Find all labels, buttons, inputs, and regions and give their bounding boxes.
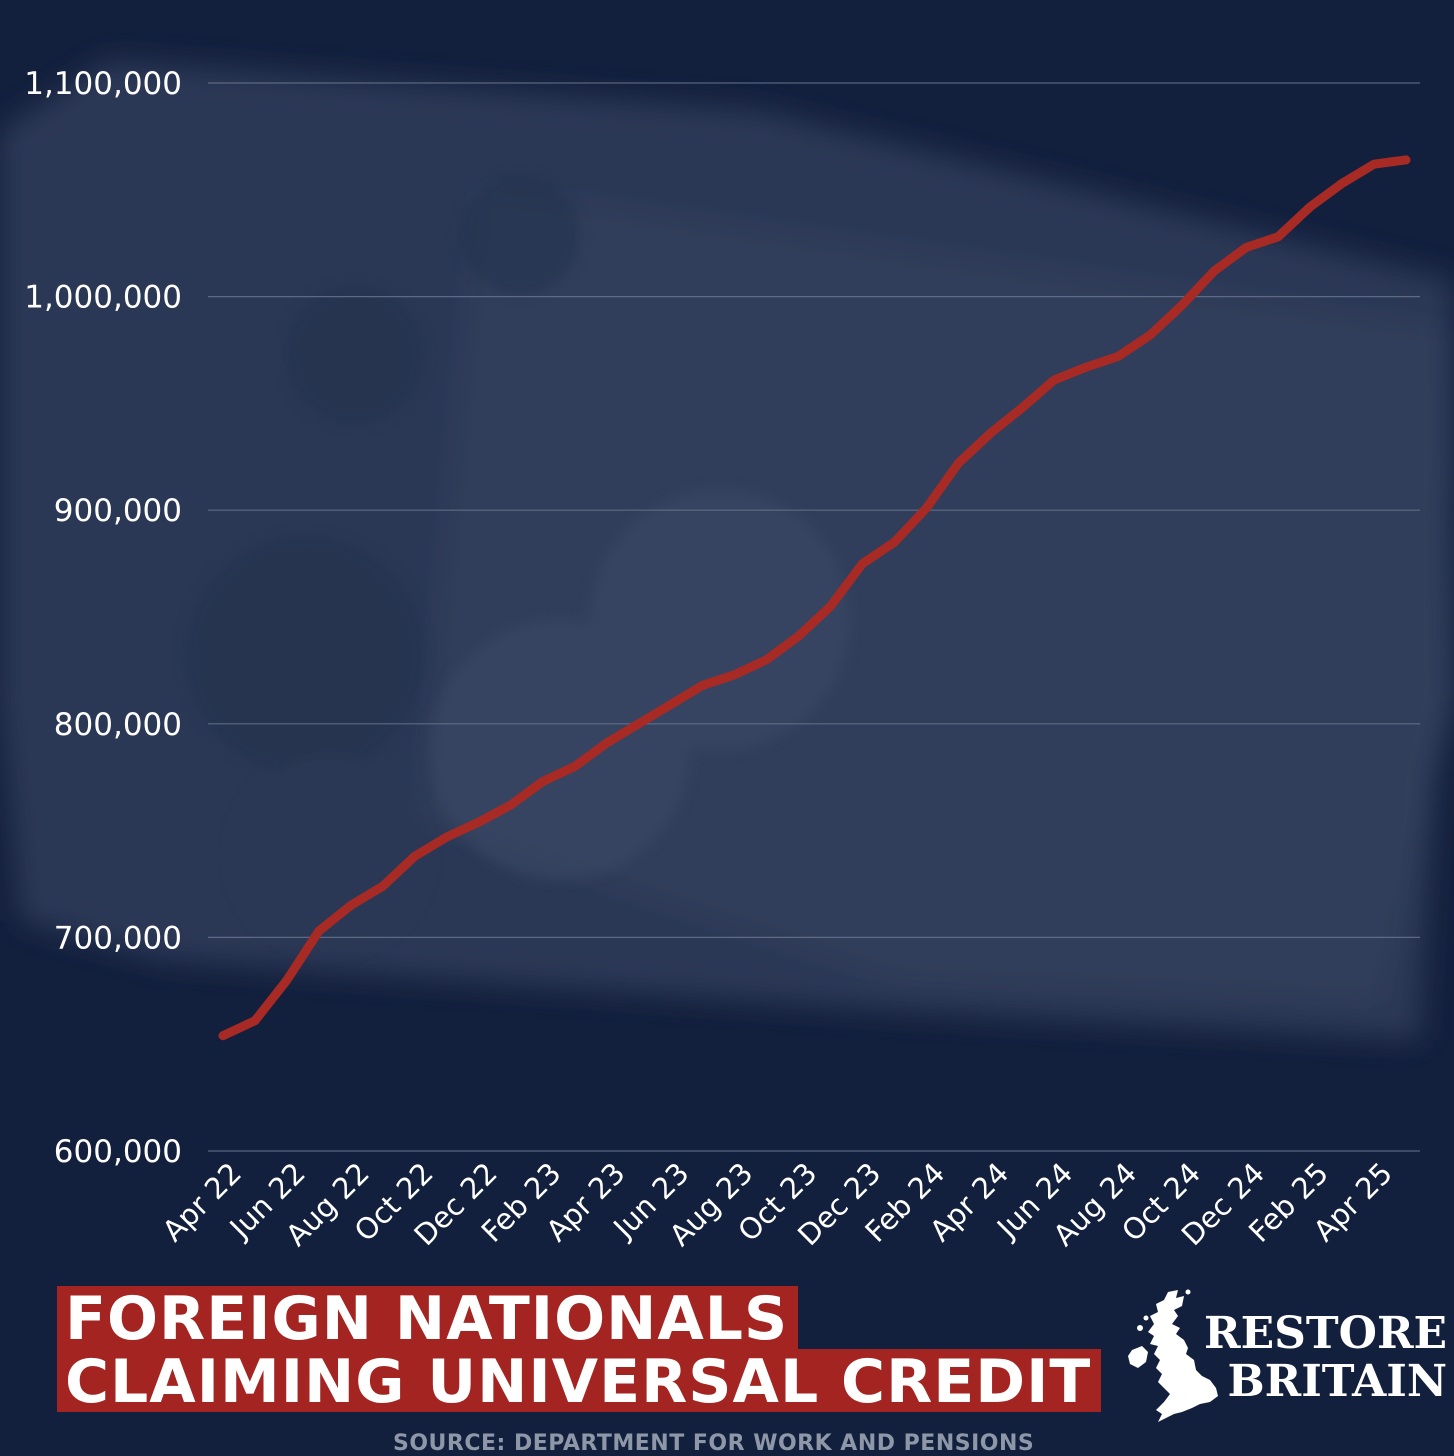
restore-britain-logo: RESTORE BRITAIN [1126,1288,1447,1428]
chart-title: FOREIGN NATIONALS CLAIMING UNIVERSAL CRE… [57,1286,1102,1412]
gridlines [208,82,1420,1152]
brand-line-2: BRITAIN [1227,1356,1448,1407]
uk-map-icon [1128,1289,1218,1422]
y-tick-label: 700,000 [54,920,182,956]
source-note: SOURCE: DEPARTMENT FOR WORK AND PENSIONS [393,1431,1035,1456]
title-line-1: FOREIGN NATIONALS [57,1286,799,1349]
title-line-2: CLAIMING UNIVERSAL CREDIT [57,1349,1102,1412]
y-tick-label: 900,000 [54,493,182,529]
y-tick-label: 800,000 [54,707,182,743]
y-tick-label: 600,000 [54,1134,182,1170]
series-line [218,155,1411,1041]
y-tick-label: 1,000,000 [24,280,182,316]
series-line-path [218,155,1411,1041]
y-tick-label: 1,100,000 [24,66,182,102]
y-axis: 600,000 700,000 800,000 900,000 1,000,000 1,1… [24,66,182,1170]
brand-line-1: RESTORE [1204,1308,1448,1359]
